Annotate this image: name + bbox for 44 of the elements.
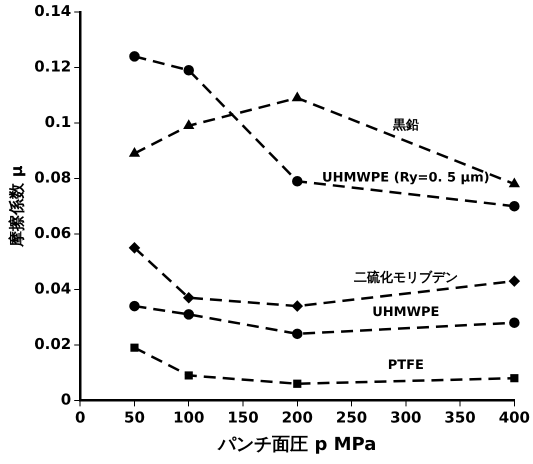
point	[293, 380, 302, 388]
point	[509, 276, 520, 286]
point	[510, 374, 518, 382]
series-label: UHMWPE (Ry=0. 5 μm)	[322, 170, 490, 186]
x-tick-label: 0	[74, 408, 86, 426]
series-label: PTFE	[388, 358, 424, 373]
point	[129, 51, 140, 62]
point	[292, 92, 302, 102]
y-tick-label: 0.14	[34, 2, 72, 20]
point	[184, 120, 194, 129]
x-tick-label: 200	[282, 408, 313, 426]
y-tick-label: 0.06	[34, 224, 72, 242]
y-tick-label: 0	[60, 390, 72, 408]
point	[184, 371, 193, 380]
series-label: 黒鉛	[392, 118, 419, 133]
x-tick-label: 50	[124, 408, 145, 426]
point	[129, 242, 140, 254]
y-tick-label: 0.12	[34, 57, 72, 76]
y-tick-label: 0.1	[44, 112, 72, 131]
y-tick-label: 0.02	[34, 334, 72, 353]
point	[130, 344, 139, 352]
x-tick-label: 100	[173, 408, 204, 426]
x-tick-label: 150	[227, 408, 259, 426]
point	[183, 65, 194, 76]
series-label: 二硫化モリブデン	[354, 269, 458, 286]
point	[129, 300, 140, 312]
y-axis-title: 摩擦係数 μ	[6, 165, 26, 248]
point	[509, 317, 520, 328]
point	[292, 176, 303, 186]
point	[183, 309, 194, 320]
x-tick-label: 300	[390, 408, 422, 426]
point	[509, 200, 520, 212]
point	[510, 178, 520, 188]
x-axis-title: パンチ面圧 p MPa	[217, 434, 376, 455]
y-tick-label: 0.04	[34, 279, 72, 298]
point	[130, 148, 140, 157]
y-tick-label: 0.08	[34, 168, 72, 186]
series-label: UHMWPE	[372, 305, 440, 320]
x-tick-label: 250	[336, 408, 368, 426]
point	[292, 300, 303, 312]
x-tick-label: 400	[498, 408, 530, 426]
point	[183, 292, 194, 303]
point	[292, 328, 303, 340]
x-tick-label: 350	[444, 408, 476, 426]
